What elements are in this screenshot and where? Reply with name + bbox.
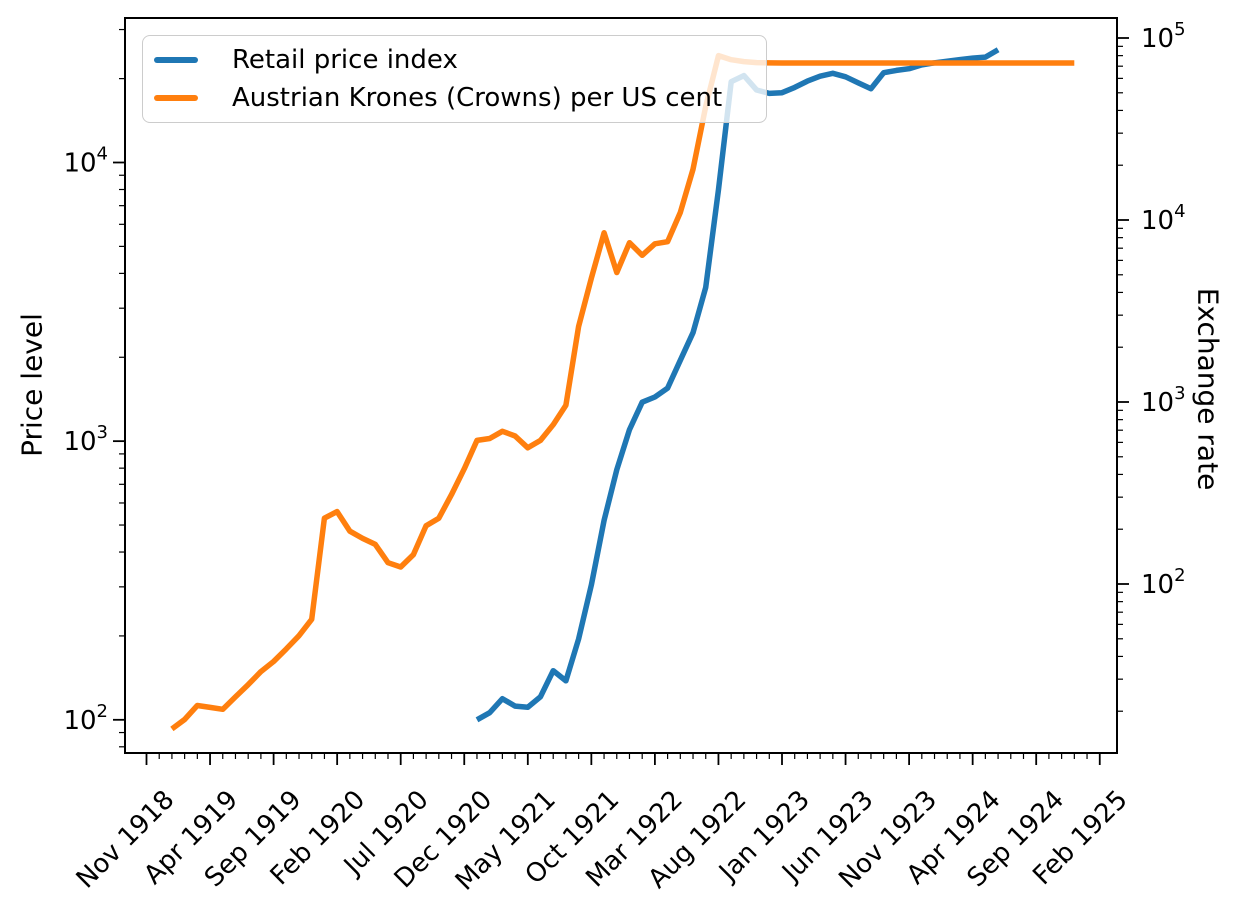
plot-frame (124, 17, 1118, 754)
legend-item-retail-price-index: Retail price index (154, 47, 766, 73)
y-tick-label: 104 (63, 144, 108, 179)
legend-swatch-blue-line (154, 57, 198, 64)
legend-label-retail-price-index: Retail price index (232, 45, 458, 76)
legend-swatch-orange-line (154, 94, 198, 101)
right-axis-title: Exchange rate (1191, 287, 1225, 491)
legend-label-exchange-rate: Austrian Krones (Crowns) per US cent (232, 82, 723, 113)
legend: Retail price index Austrian Krones (Crow… (142, 35, 767, 123)
legend-item-exchange-rate: Austrian Krones (Crowns) per US cent (154, 85, 766, 111)
series-line-exchange-rate (170, 52, 1075, 732)
left-axis-title: Price level (15, 313, 49, 457)
y-tick-label: 103 (1141, 383, 1186, 418)
